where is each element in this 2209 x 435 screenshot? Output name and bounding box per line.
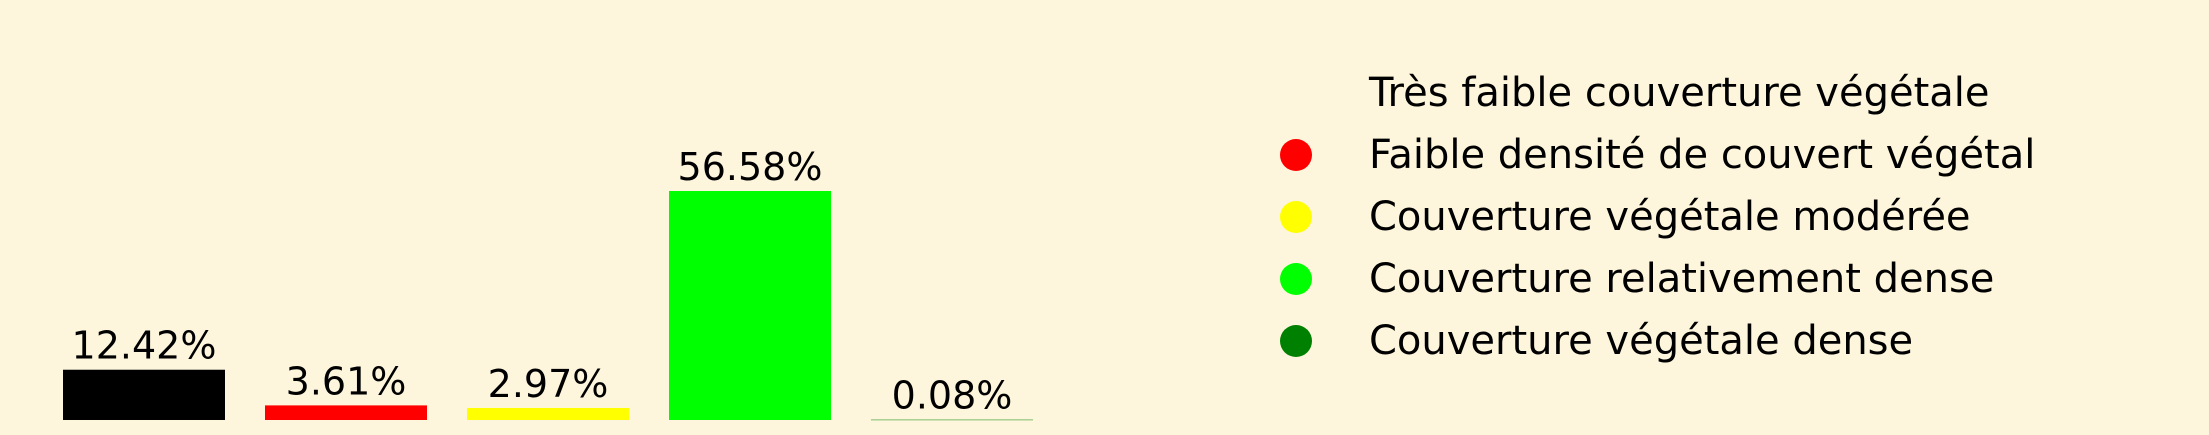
bar-3 xyxy=(467,408,629,420)
legend-item-3: Couverture végétale modérée xyxy=(1280,186,2035,248)
bar-1 xyxy=(63,370,225,420)
legend-marker xyxy=(1280,77,1312,109)
legend-label: Faible densité de couvert végétal xyxy=(1369,132,2035,178)
bar-2 xyxy=(265,405,427,420)
bar-value-label-4: 56.58% xyxy=(678,145,823,189)
legend-item-5: Couverture végétale dense xyxy=(1280,310,2035,372)
legend-label: Couverture végétale dense xyxy=(1369,318,1913,364)
bar-value-label-1: 12.42% xyxy=(72,324,217,368)
legend-item-1: Très faible couverture végétale xyxy=(1280,62,2035,124)
legend-label: Couverture relativement dense xyxy=(1369,256,1994,302)
legend-label: Couverture végétale modérée xyxy=(1369,194,1971,240)
legend-marker xyxy=(1280,263,1312,295)
bar-value-label-5: 0.08% xyxy=(892,374,1013,418)
bar-value-label-3: 2.97% xyxy=(488,362,609,406)
bar-value-label-2: 3.61% xyxy=(286,359,407,403)
legend-item-4: Couverture relativement dense xyxy=(1280,248,2035,310)
legend-label: Très faible couverture végétale xyxy=(1369,70,1990,116)
bar-5 xyxy=(871,420,1033,421)
legend-marker xyxy=(1280,139,1312,171)
legend-item-2: Faible densité de couvert végétal xyxy=(1280,124,2035,186)
bar-4 xyxy=(669,191,831,420)
legend-marker xyxy=(1280,325,1312,357)
legend-marker xyxy=(1280,201,1312,233)
legend: Très faible couverture végétale Faible de… xyxy=(1280,62,2035,372)
